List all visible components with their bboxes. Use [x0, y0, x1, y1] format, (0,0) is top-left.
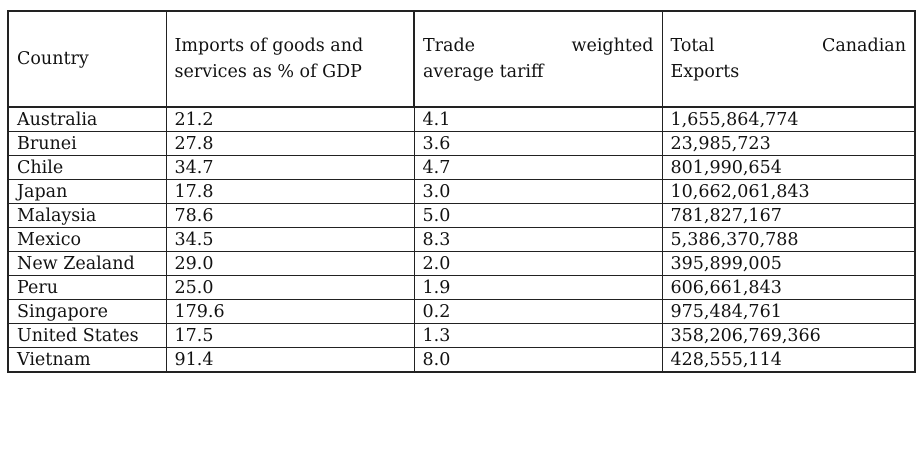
cell-country: Mexico [7, 227, 167, 252]
cell-country: Peru [7, 275, 167, 300]
table-row: New Zealand 29.0 2.0 395,899,005 [7, 251, 916, 276]
cell-exports: 801,990,654 [661, 155, 916, 180]
cell-imports: 29.0 [165, 251, 415, 276]
cell-imports: 179.6 [165, 299, 415, 324]
cell-tariff: 5.0 [413, 203, 663, 228]
cell-exports: 606,661,843 [661, 275, 916, 300]
header-exports-line2: Exports [670, 62, 740, 82]
cell-exports: 428,555,114 [661, 347, 916, 373]
cell-country: Singapore [7, 299, 167, 324]
table-row: Malaysia 78.6 5.0 781,827,167 [7, 203, 916, 228]
cell-tariff: 8.0 [413, 347, 663, 373]
header-imports: Imports of goods and services as % of GD… [165, 10, 415, 108]
cell-imports: 91.4 [165, 347, 415, 373]
header-exports: Total Canadian Exports [661, 10, 916, 108]
cell-country: Malaysia [7, 203, 167, 228]
cell-tariff: 1.9 [413, 275, 663, 300]
table-row: Vietnam 91.4 8.0 428,555,114 [7, 347, 916, 373]
cell-tariff: 8.3 [413, 227, 663, 252]
table-row: Chile 34.7 4.7 801,990,654 [7, 155, 916, 180]
cell-tariff: 2.0 [413, 251, 663, 276]
cell-exports: 10,662,061,843 [661, 179, 916, 204]
cell-imports: 34.7 [165, 155, 415, 180]
table-row: Brunei 27.8 3.6 23,985,723 [7, 131, 916, 156]
cell-tariff: 0.2 [413, 299, 663, 324]
cell-imports: 34.5 [165, 227, 415, 252]
cell-exports: 975,484,761 [661, 299, 916, 324]
table-row: United States 17.5 1.3 358,206,769,366 [7, 323, 916, 348]
cell-country: Japan [7, 179, 167, 204]
cell-imports: 78.6 [165, 203, 415, 228]
table-row: Japan 17.8 3.0 10,662,061,843 [7, 179, 916, 204]
cell-country: United States [7, 323, 167, 348]
header-tariff-line2: average tariff [423, 62, 544, 82]
cell-tariff: 3.6 [413, 131, 663, 156]
table-row: Peru 25.0 1.9 606,661,843 [7, 275, 916, 300]
cell-imports: 21.2 [165, 106, 415, 132]
cell-country: Brunei [7, 131, 167, 156]
cell-exports: 395,899,005 [661, 251, 916, 276]
table-header: Country Imports of goods and services as… [7, 10, 916, 108]
header-country: Country [7, 10, 167, 108]
cell-country: Australia [7, 106, 167, 132]
cell-exports: 23,985,723 [661, 131, 916, 156]
cell-country: Vietnam [7, 347, 167, 373]
table-row: Singapore 179.6 0.2 975,484,761 [7, 299, 916, 324]
header-row: Country Imports of goods and services as… [7, 10, 916, 108]
trade-data-table: Country Imports of goods and services as… [7, 10, 916, 373]
cell-exports: 1,655,864,774 [661, 106, 916, 132]
cell-imports: 27.8 [165, 131, 415, 156]
cell-imports: 25.0 [165, 275, 415, 300]
cell-country: New Zealand [7, 251, 167, 276]
cell-imports: 17.8 [165, 179, 415, 204]
table-row: Australia 21.2 4.1 1,655,864,774 [7, 106, 916, 132]
cell-exports: 358,206,769,366 [661, 323, 916, 348]
table-row: Mexico 34.5 8.3 5,386,370,788 [7, 227, 916, 252]
table-body: Australia 21.2 4.1 1,655,864,774 Brunei 27.8 3… [7, 106, 916, 373]
cell-tariff: 4.1 [413, 106, 663, 132]
cell-tariff: 1.3 [413, 323, 663, 348]
cell-exports: 5,386,370,788 [661, 227, 916, 252]
header-exports-line1: Total Canadian [670, 36, 907, 56]
cell-exports: 781,827,167 [661, 203, 916, 228]
cell-imports: 17.5 [165, 323, 415, 348]
cell-country: Chile [7, 155, 167, 180]
header-tariff-line1: Trade weighted [423, 36, 654, 56]
cell-tariff: 3.0 [413, 179, 663, 204]
header-tariff: Trade weighted average tariff [413, 10, 663, 108]
cell-tariff: 4.7 [413, 155, 663, 180]
